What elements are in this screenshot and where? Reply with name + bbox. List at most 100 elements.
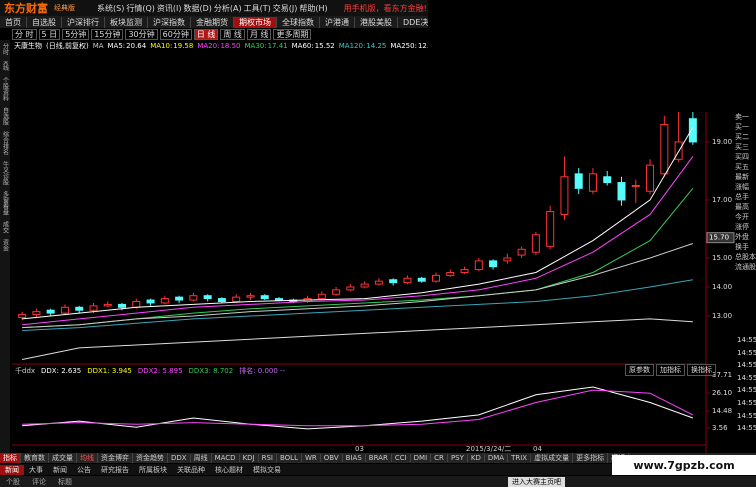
- news-tab[interactable]: 所属板块: [139, 465, 167, 474]
- indicator-button[interactable]: 加指标: [656, 364, 685, 376]
- stock-name: 天康生物: [14, 42, 42, 50]
- indicator-tab[interactable]: 均线: [77, 453, 98, 463]
- sidebar-item[interactable]: 综合排名: [1, 130, 9, 155]
- nav-tab[interactable]: 沪深排行: [62, 16, 105, 28]
- candle-body: [574, 173, 583, 189]
- indicator-tabs: 指标 教育数 成交量 均线 资金博弈 资金趋势 DDX 周线 MACD KDJ RSI BOLL WR O…: [0, 453, 756, 463]
- candle-body: [346, 286, 355, 291]
- nav-tab[interactable]: 金融期货: [191, 16, 234, 28]
- indicator-tab[interactable]: BRAR: [366, 454, 392, 462]
- menu-item[interactable]: 帮助(H): [299, 3, 328, 13]
- indicator-tab[interactable]: WR: [302, 454, 321, 462]
- indicator-tab[interactable]: CCI: [392, 454, 411, 462]
- indicator-item: DDX1: 3.945: [87, 367, 132, 375]
- footer-item[interactable]: 标题: [58, 477, 72, 486]
- nav-tab[interactable]: 首页: [0, 16, 27, 28]
- sidebar-item[interactable]: 资金: [1, 238, 9, 251]
- indicator-tab[interactable]: OBV: [321, 454, 343, 462]
- period-button[interactable]: 30分钟: [125, 29, 158, 40]
- sidebar-item[interactable]: 个股资料: [1, 76, 9, 101]
- sidebar-item[interactable]: 成交: [1, 220, 9, 233]
- indicator-tab[interactable]: 周线: [191, 453, 212, 463]
- indicator-tab[interactable]: PSY: [448, 454, 468, 462]
- menu-item[interactable]: 数据(D): [183, 3, 212, 13]
- candle-body: [332, 289, 341, 295]
- indicator-tab[interactable]: 资金趋势: [133, 453, 168, 463]
- period-button[interactable]: 更多周期: [273, 29, 312, 40]
- nav-tab[interactable]: 港股美股: [355, 16, 398, 28]
- candle-body: [89, 305, 98, 311]
- menu-item[interactable]: 行情(Q): [126, 3, 155, 13]
- menu-item[interactable]: 资讯(I): [156, 3, 182, 13]
- nav-tab[interactable]: 自选股: [27, 16, 62, 28]
- candle-body: [374, 280, 383, 285]
- news-tab[interactable]: 新闻: [0, 464, 24, 475]
- sidebar-item[interactable]: 自选股: [1, 106, 9, 125]
- news-tab[interactable]: 关联品种: [177, 465, 205, 474]
- side-label: 涨幅: [735, 183, 749, 191]
- indicator-tab[interactable]: BIAS: [343, 454, 366, 462]
- news-tab[interactable]: 研究报告: [101, 465, 129, 474]
- indicator-tab[interactable]: KDJ: [240, 454, 259, 462]
- news-tab[interactable]: 大事: [29, 465, 43, 474]
- indicator-tab[interactable]: MACD: [212, 454, 240, 462]
- sidebar-item[interactable]: 多窗看盘: [1, 190, 9, 215]
- indicator-tab[interactable]: 成交量: [49, 453, 77, 463]
- indicator-tab[interactable]: DMA: [485, 454, 509, 462]
- side-label: 买二: [735, 133, 749, 141]
- indicator-button[interactable]: 换指标: [687, 364, 716, 376]
- indicator-tab[interactable]: RSI: [259, 454, 277, 462]
- nav-tab[interactable]: 沪深指数: [148, 16, 191, 28]
- overlay: [428, 0, 756, 112]
- indicator-tab[interactable]: CR: [431, 454, 448, 462]
- sidebar-item[interactable]: 牛叉诊股: [1, 160, 9, 185]
- nav-tab[interactable]: 期权市场: [234, 16, 277, 28]
- period-button[interactable]: 周 线: [220, 29, 245, 40]
- indicator-tab[interactable]: 教育数: [21, 453, 49, 463]
- menu-item[interactable]: 分析(A): [213, 3, 242, 13]
- candle-body: [189, 295, 198, 301]
- promo[interactable]: 用手机版，看东方金融!: [343, 3, 427, 13]
- indicator-tab[interactable]: BOLL: [277, 454, 302, 462]
- period-button[interactable]: 月 线: [246, 29, 272, 40]
- indicator-tab[interactable]: 资金博弈: [98, 453, 133, 463]
- period-button[interactable]: 60分钟: [159, 29, 192, 40]
- time-label: 14:55: [737, 336, 756, 344]
- sidebar-item[interactable]: K线: [1, 61, 9, 71]
- news-tab[interactable]: 新闻: [53, 465, 67, 474]
- indicator-tab[interactable]: 更多指标: [573, 453, 609, 463]
- side-label: 买三: [735, 143, 749, 151]
- ma-name: MA5:: [107, 42, 126, 50]
- candle-body: [203, 295, 212, 300]
- nav-tab[interactable]: 全球指数: [277, 16, 320, 28]
- candle-body: [460, 269, 469, 273]
- indicator-tab[interactable]: KD: [468, 454, 485, 462]
- footer-item[interactable]: 个股: [6, 477, 20, 486]
- period-button[interactable]: 5 日: [38, 29, 61, 40]
- footer-item[interactable]: 评论: [32, 477, 46, 486]
- indicator-tab[interactable]: 虚拟成交量: [531, 453, 574, 463]
- y-tick-label: 15.00: [712, 254, 732, 262]
- indicator-tab[interactable]: DDX: [168, 454, 191, 462]
- nav-tab[interactable]: 板块监测: [105, 16, 148, 28]
- candle-body: [260, 295, 269, 300]
- menu-item[interactable]: 系统(S): [97, 3, 125, 13]
- period-button[interactable]: 15分钟: [91, 29, 124, 40]
- news-tab[interactable]: 公告: [77, 465, 91, 474]
- nav-tab[interactable]: 沪港通: [320, 16, 355, 28]
- indicator-tab[interactable]: DMI: [411, 454, 432, 462]
- news-tab[interactable]: 模拟交易: [253, 465, 281, 474]
- ma-value: 19.58: [173, 42, 194, 50]
- cta-button[interactable]: 进入大赛主页吧: [508, 477, 565, 487]
- indicator-tab[interactable]: TRIX: [508, 454, 532, 462]
- menu-item[interactable]: 交易(J): [272, 3, 298, 13]
- sidebar-item[interactable]: 分时: [1, 43, 9, 55]
- indicator-tab[interactable]: 指标: [0, 453, 21, 463]
- period-button[interactable]: 日 线: [193, 29, 219, 40]
- news-tab[interactable]: 核心题材: [215, 465, 243, 474]
- period-button[interactable]: 5分钟: [62, 29, 90, 40]
- period-button[interactable]: 分 时: [12, 29, 37, 40]
- indicator-button[interactable]: 原参数: [625, 364, 654, 376]
- ma-value: 20.64: [126, 42, 147, 50]
- menu-item[interactable]: 工具(T): [243, 3, 271, 13]
